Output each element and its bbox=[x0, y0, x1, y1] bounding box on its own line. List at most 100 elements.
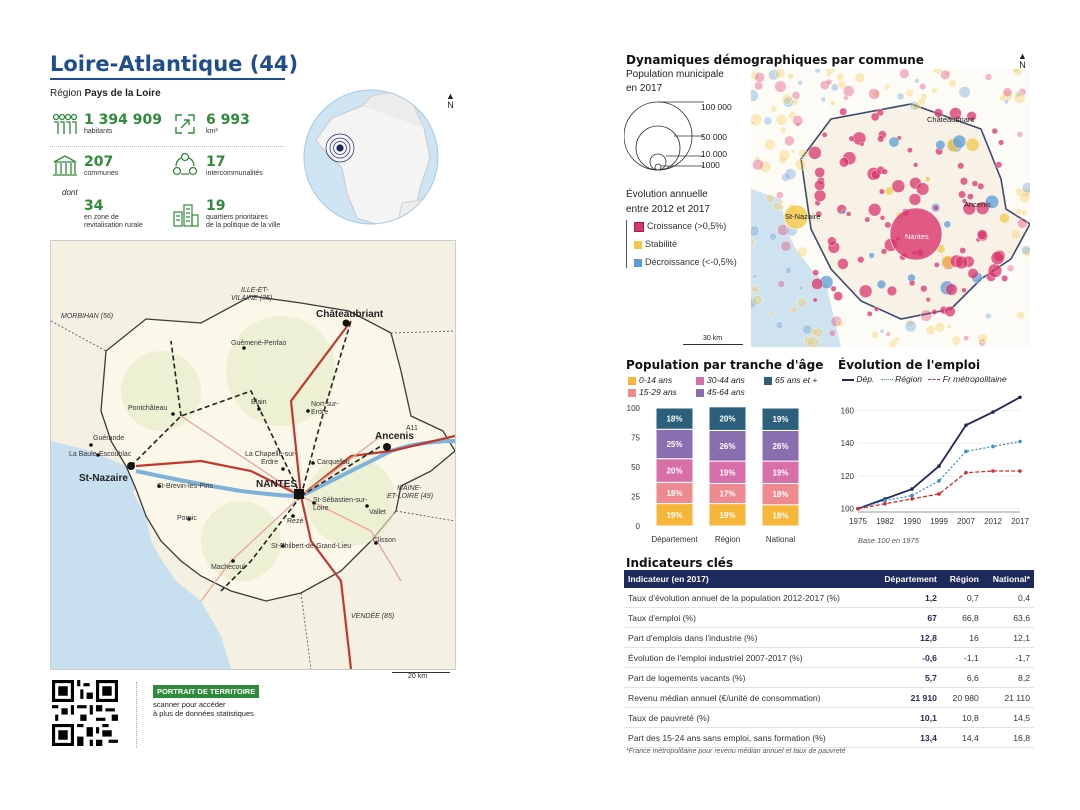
commune-bubble bbox=[866, 310, 873, 317]
area-label: km² bbox=[206, 128, 218, 135]
commune-bubble bbox=[885, 331, 891, 337]
table-row: Taux d'emploi (%) 67 66,8 63,6 bbox=[624, 607, 1034, 628]
age-category-label: Région bbox=[715, 535, 740, 544]
commune-bubble bbox=[830, 315, 842, 327]
north-label-right: N bbox=[1019, 60, 1026, 70]
commune-bubble bbox=[751, 120, 756, 126]
emploi-point bbox=[964, 470, 968, 475]
communes-kpi: 207 communes bbox=[84, 154, 118, 178]
commune-bubble bbox=[777, 280, 786, 288]
map-neighbor-morbihan: MORBIHAN (56) bbox=[61, 313, 114, 320]
intercos-kpi: 17 intercommunalités bbox=[206, 154, 263, 178]
age-legend-label: 0-14 ans bbox=[639, 375, 673, 385]
cell-departement: 21 910 bbox=[872, 687, 941, 708]
cell-departement: 67 bbox=[872, 607, 941, 628]
commune-bubble bbox=[916, 182, 930, 196]
commune-bubble bbox=[998, 139, 1005, 146]
emploi-point bbox=[964, 449, 968, 454]
commune-bubble bbox=[980, 337, 987, 343]
commune-bubble bbox=[951, 335, 962, 346]
map-town-stphilbert: St-Philbert-de-Grand-Lieu bbox=[271, 543, 352, 550]
people-icon bbox=[52, 113, 78, 134]
map-neighbor-vendee: VENDÉE (85) bbox=[351, 613, 395, 620]
rural-value: 34 bbox=[84, 198, 104, 214]
commune-bubble bbox=[1014, 187, 1024, 197]
cell-indicator: Part des 15-24 ans sans emploi, sans for… bbox=[624, 727, 873, 748]
commune-bubble bbox=[836, 320, 844, 327]
communes-label: communes bbox=[84, 170, 119, 177]
commune-bubble bbox=[876, 279, 887, 290]
cell-region: 66,8 bbox=[940, 607, 983, 628]
table-row: Évolution de l'emploi industriel 2007-20… bbox=[624, 647, 1034, 668]
map-town-nort-2: Erdre bbox=[311, 409, 329, 416]
map-neighbor-maine-2: ET-LOIRE (49) bbox=[387, 493, 434, 500]
commune-bubble bbox=[961, 287, 967, 293]
commune-bubble bbox=[829, 100, 836, 107]
commune-bubble bbox=[961, 198, 967, 204]
cell-region: 0,7 bbox=[940, 588, 983, 608]
commune-bubble bbox=[899, 69, 910, 79]
age-data-label: 19% bbox=[719, 511, 735, 520]
age-data-label: 19% bbox=[719, 468, 735, 477]
demo-label-ancenis: Ancenis bbox=[964, 200, 991, 209]
age-swatch bbox=[628, 376, 636, 385]
cell-national: 14,5 bbox=[982, 707, 1034, 728]
qr-code[interactable] bbox=[52, 680, 118, 746]
commune-bubble bbox=[884, 83, 891, 90]
commune-bubble bbox=[777, 224, 789, 236]
commune-bubble bbox=[925, 297, 931, 303]
north-label: N bbox=[447, 100, 454, 110]
demo-scale-bar bbox=[683, 344, 743, 345]
commune-bubble bbox=[888, 136, 900, 148]
emploi-point bbox=[937, 479, 941, 483]
age-data-label: 18% bbox=[772, 511, 788, 520]
commune-bubble bbox=[963, 335, 970, 342]
age-bar-segment bbox=[708, 429, 747, 462]
cell-region: 6,6 bbox=[940, 667, 983, 688]
map-neighbor-ille-1: ILLE-ET- bbox=[241, 287, 269, 294]
cell-national: 21 110 bbox=[982, 687, 1034, 708]
commune-bubble bbox=[841, 209, 846, 214]
commune-bubble bbox=[886, 285, 897, 296]
commune-bubble bbox=[797, 297, 808, 308]
table-row: Part des 15-24 ans sans emploi, sans for… bbox=[624, 727, 1034, 748]
commune-bubble bbox=[1014, 208, 1023, 216]
age-data-label: 18% bbox=[666, 489, 682, 498]
commune-bubble bbox=[999, 213, 1010, 224]
cell-indicator: Revenu médian annuel (€/unité de consomm… bbox=[624, 687, 873, 708]
demo-map-canvas bbox=[751, 69, 1030, 347]
commune-bubble bbox=[931, 87, 938, 94]
evol-arrow bbox=[626, 220, 627, 268]
area-value: 6 993 bbox=[206, 112, 250, 128]
commune-bubble bbox=[987, 263, 1003, 278]
commune-bubble bbox=[784, 135, 795, 146]
commune-bubble bbox=[881, 168, 888, 175]
commune-bubble bbox=[751, 202, 754, 207]
commune-bubble bbox=[967, 268, 979, 279]
age-data-label: 26% bbox=[772, 442, 788, 451]
map-town-pontchateau: Pontchâteau bbox=[128, 405, 168, 412]
commune-bubble bbox=[752, 274, 757, 279]
emploi-point bbox=[883, 498, 887, 503]
indicators-footnote: *France métropolitaine pour revenu média… bbox=[626, 748, 846, 755]
map-city-chateaubriant: Châteaubriant bbox=[316, 309, 384, 320]
legend-dep: Dép. bbox=[856, 374, 875, 384]
title-underline bbox=[50, 78, 285, 80]
commune-bubble bbox=[1016, 311, 1026, 320]
population-value: 1 394 909 bbox=[84, 112, 162, 128]
commune-bubble bbox=[770, 311, 776, 317]
commune-bubble bbox=[933, 108, 944, 118]
commune-bubble bbox=[830, 83, 839, 92]
commune-bubble bbox=[1022, 182, 1030, 194]
emploi-legend: Dép. Région Fr métropolitaine bbox=[842, 374, 1007, 384]
commune-bubble bbox=[774, 69, 786, 79]
age-data-label: 25% bbox=[666, 440, 682, 449]
region-name: Pays de la Loire bbox=[84, 88, 161, 99]
cell-indicator: Taux d'évolution annuel de la population… bbox=[624, 588, 873, 608]
commune-bubble bbox=[977, 182, 985, 190]
map-city-stnazaire: St-Nazaire bbox=[79, 473, 128, 484]
commune-bubble bbox=[940, 70, 951, 80]
commune-bubble bbox=[791, 98, 799, 106]
cell-national: 8,2 bbox=[982, 667, 1034, 688]
footer-divider bbox=[136, 682, 137, 748]
